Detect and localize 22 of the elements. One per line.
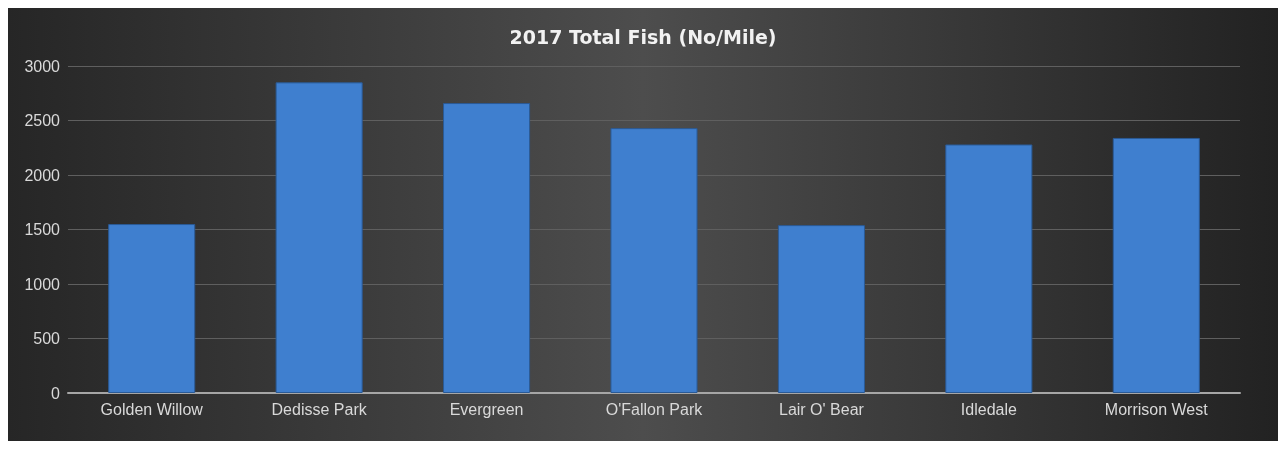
y-tick-label: 1000	[24, 275, 61, 293]
y-tick-label: 3000	[24, 57, 61, 75]
y-tick-label: 1500	[24, 221, 61, 238]
bar	[1112, 137, 1200, 393]
x-tick-label: Idledale	[960, 400, 1017, 418]
x-tick-label: Golden Willow	[100, 400, 204, 418]
x-tick-label: Dedisse Park	[271, 400, 368, 418]
bar	[275, 82, 363, 393]
bar	[443, 103, 531, 393]
chart-title: 2017 Total Fish (No/Mile)	[509, 25, 777, 48]
y-tick-label: 2000	[24, 166, 61, 184]
y-tick-label: 2500	[24, 112, 61, 129]
y-tick-label: 500	[33, 330, 61, 347]
x-tick-label: Morrison West	[1104, 400, 1209, 418]
bar	[777, 225, 865, 393]
x-tick-label: Evergreen	[449, 400, 524, 418]
bar	[610, 128, 698, 393]
x-tick-label: Lair O' Bear	[778, 400, 865, 418]
y-tick-label: 0	[51, 384, 61, 402]
bar	[945, 144, 1033, 393]
x-tick-label: O'Fallon Park	[605, 400, 704, 418]
bar	[108, 224, 196, 393]
